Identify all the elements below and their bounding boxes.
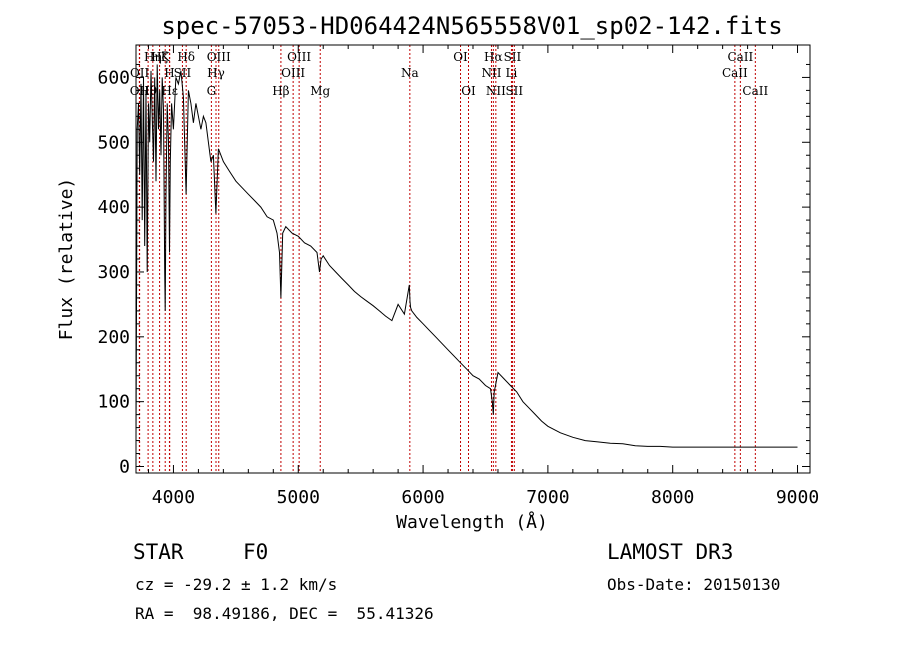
y-tick-label: 100 [97, 392, 130, 413]
x-tick-label: 8000 [651, 487, 694, 508]
spectral-line-label: Hγ [207, 66, 225, 80]
spectral-line-label: OIII [281, 66, 305, 80]
y-tick-label: 500 [97, 132, 130, 153]
spectral-line-label: Mg [310, 84, 330, 98]
x-tick-label: 9000 [776, 487, 819, 508]
spectral-line-label: Li [506, 66, 518, 80]
spectral-line-label: K [161, 50, 171, 64]
spectral-line-label: Hη [144, 50, 162, 64]
spectral-line-label: OII [130, 84, 150, 98]
spectral-line-label: SII [505, 84, 523, 98]
spectral-line-label: OIII [287, 50, 311, 64]
spectral-line-label: Na [401, 66, 419, 80]
x-tick-label: 6000 [401, 487, 444, 508]
redshift-cz: cz = -29.2 ± 1.2 km/s [135, 575, 338, 594]
spectral-line-label: CaII [727, 50, 753, 64]
spectral-line-label: NII [486, 84, 506, 98]
y-tick-label: 300 [97, 262, 130, 283]
plot-frame [135, 44, 811, 474]
spectral-line-label: SII [504, 50, 522, 64]
y-axis-label: Flux (relative) [56, 178, 77, 341]
spectral-line-label: OIII [207, 50, 231, 64]
coordinates: RA = 98.49186, DEC = 55.41326 [135, 604, 434, 623]
chart-title: spec-57053-HD064424N565558V01_sp02-142.f… [161, 12, 782, 40]
x-tick-label: 4000 [152, 487, 195, 508]
object-subclass: F0 [243, 540, 269, 564]
spectral-line-labels-layer: OIIOIIHθHηHζHεKHSIIHδGHγOIIIHβOIIIOIIIMg… [130, 50, 769, 98]
x-tick-label: 5000 [277, 487, 320, 508]
y-tick-label: 600 [97, 67, 130, 88]
spectral-line-label: Hζ [151, 50, 168, 64]
flux-series-line [135, 64, 798, 448]
spectral-line-label: G [207, 84, 217, 98]
spectral-line-label: NII [481, 66, 501, 80]
x-axis-label: Wavelength (Å) [396, 511, 548, 533]
survey-name: LAMOST DR3 [607, 540, 734, 564]
spectral-line-label: CaII [722, 66, 748, 80]
y-tick-label: 200 [97, 327, 130, 348]
x-axis-ticks: 4000 5000 6000 7000 8000 9000 [147, 45, 819, 508]
spectral-lines-layer [138, 45, 756, 473]
spectral-line-label: CaII [742, 84, 768, 98]
spectral-line-label: Hβ [272, 84, 289, 98]
spectral-line-label: OII [130, 66, 150, 80]
spectral-line-label: H [164, 66, 174, 80]
spectral-line-label: OI [461, 84, 476, 98]
spectral-line-label: SII [174, 66, 192, 80]
x-tick-label: 7000 [526, 487, 569, 508]
spectral-line-label: OI [453, 50, 468, 64]
observation-date: Obs-Date: 20150130 [607, 575, 781, 594]
spectral-line-label: Hα [484, 50, 503, 64]
y-axis-ticks: 0 100 200 300 400 500 600 [97, 63, 810, 478]
spectral-line-label: Hε [161, 84, 178, 98]
y-tick-label: 0 [119, 457, 130, 478]
spectral-line-label: Hδ [177, 50, 195, 64]
object-class: STAR [133, 540, 184, 564]
y-tick-label: 400 [97, 197, 130, 218]
